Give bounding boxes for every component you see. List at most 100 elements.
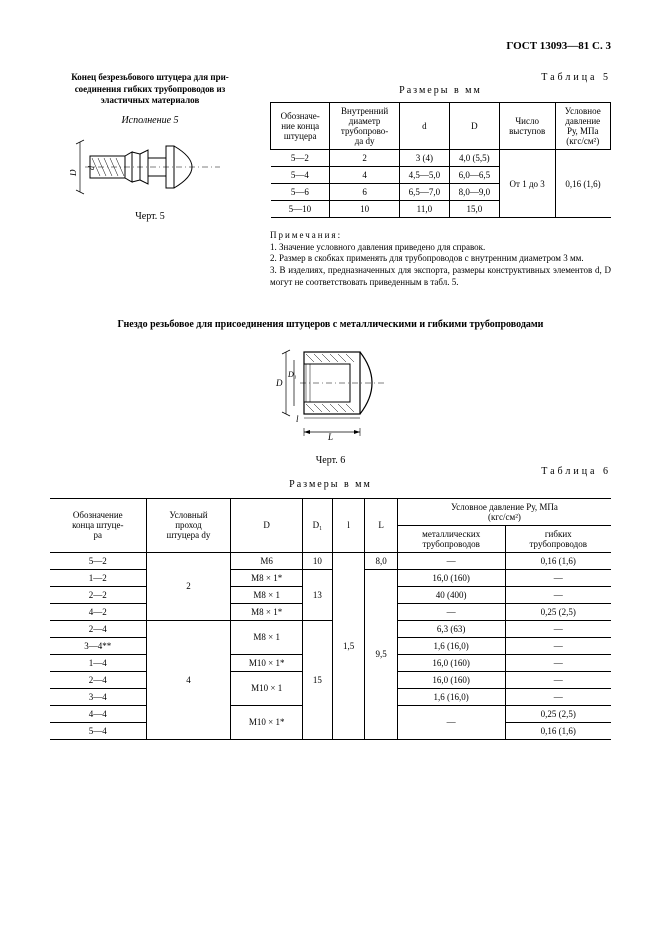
- ispolnenie-label: Исполнение 5: [50, 115, 250, 126]
- cell: 3—4**: [50, 637, 146, 654]
- cell: 1—4: [50, 654, 146, 671]
- section-1-left: Конец безрезьбового штуцера для при- сое…: [50, 72, 250, 222]
- table-row: 5—2 2 M6 10 1,5 8,0 — 0,16 (1,6): [50, 552, 611, 569]
- table-row: Обозначение конца штуце- ра Условный про…: [50, 498, 611, 525]
- cell: M10 × 1*: [231, 705, 303, 739]
- cell: 10: [330, 201, 400, 218]
- cell: 5—2: [50, 552, 146, 569]
- col-header: металлических трубопроводов: [397, 525, 505, 552]
- cell: 9,5: [365, 569, 398, 739]
- page: ГОСТ 13093—81 С. 3 Конец безрезьбового ш…: [0, 0, 661, 780]
- cell: 1,6 (16,0): [397, 637, 505, 654]
- cell: 5—6: [271, 184, 330, 201]
- page-header: ГОСТ 13093—81 С. 3: [50, 40, 611, 52]
- cell: 13: [302, 569, 332, 620]
- drawing-5: D: [50, 132, 250, 205]
- note-3: 3. В изделиях, предназначенных для экспо…: [270, 265, 611, 287]
- note-2: 2. Размер в скобках применять для трубоп…: [270, 253, 584, 263]
- col-header: Число выступов: [499, 103, 555, 150]
- cell: 40 (400): [397, 586, 505, 603]
- table-row: 1—2 M8 × 1* 13 9,5 16,0 (160) —: [50, 569, 611, 586]
- cell: 15,0: [449, 201, 499, 218]
- table-5-label: Таблица 5: [270, 72, 611, 83]
- cell: —: [397, 603, 505, 620]
- cell: M8 × 1*: [231, 569, 303, 586]
- cell: 2—2: [50, 586, 146, 603]
- cell: 2—4: [50, 671, 146, 688]
- cell: M10 × 1*: [231, 654, 303, 671]
- svg-text:L: L: [327, 432, 333, 442]
- section-1-title: Конец безрезьбового штуцера для при- сое…: [50, 72, 250, 107]
- col-header: d: [399, 103, 449, 150]
- col-header: гибких трубопроводов: [505, 525, 611, 552]
- cell: 0,16 (1,6): [505, 552, 611, 569]
- cell: 1,5: [332, 552, 365, 739]
- cell: 3—4: [50, 688, 146, 705]
- cell: M10 × 1: [231, 671, 303, 705]
- cell: 2: [330, 150, 400, 167]
- cell: 3 (4): [399, 150, 449, 167]
- cell: 5—4: [271, 167, 330, 184]
- cell: M8 × 1*: [231, 603, 303, 620]
- table-5: Обозначе- ние конца штуцера Внутренний д…: [270, 102, 611, 218]
- cell: 5—4: [50, 722, 146, 739]
- section-1: Конец безрезьбового штуцера для при- сое…: [50, 72, 611, 222]
- cell: От 1 до 3: [499, 150, 555, 218]
- cell: 10: [302, 552, 332, 569]
- svg-text:d: d: [87, 165, 96, 170]
- cell: 2—4: [50, 620, 146, 637]
- cell: 1—2: [50, 569, 146, 586]
- cell: 6,0—6,5: [449, 167, 499, 184]
- cell: 0,16 (1,6): [555, 150, 610, 218]
- cell: M6: [231, 552, 303, 569]
- cell: —: [505, 688, 611, 705]
- cell: 4: [146, 620, 231, 739]
- col-header: D: [231, 498, 303, 552]
- col-header: l: [332, 498, 365, 552]
- cell: 5—2: [271, 150, 330, 167]
- table-6: Обозначение конца штуце- ра Условный про…: [50, 498, 611, 740]
- col-header: Обозначе- ние конца штуцера: [271, 103, 330, 150]
- cell: 6,5—7,0: [399, 184, 449, 201]
- table-row: 5—2 2 3 (4) 4,0 (5,5) От 1 до 3 0,16 (1,…: [271, 150, 611, 167]
- col-header: Обозначение конца штуце- ра: [50, 498, 146, 552]
- cell: 4—2: [50, 603, 146, 620]
- cell: 4—4: [50, 705, 146, 722]
- svg-text:D: D: [70, 169, 78, 177]
- cell: M8 × 1: [231, 586, 303, 603]
- note-1: 1. Значение условного давления приведено…: [270, 242, 485, 252]
- cell: —: [505, 586, 611, 603]
- cell: 4,0 (5,5): [449, 150, 499, 167]
- table-row: Обозначе- ние конца штуцера Внутренний д…: [271, 103, 611, 150]
- cell: 11,0: [399, 201, 449, 218]
- notes-title: Примечания:: [270, 230, 342, 240]
- col-header: L: [365, 498, 398, 552]
- drawing-6: D D₁: [50, 342, 611, 445]
- cell: 6,3 (63): [397, 620, 505, 637]
- cell: 0,25 (2,5): [505, 603, 611, 620]
- dim-label-5: Размеры в мм: [270, 85, 611, 96]
- cell: —: [505, 654, 611, 671]
- chert-5-label: Черт. 5: [50, 211, 250, 222]
- col-header: Внутренний диаметр трубопрово- да dу: [330, 103, 400, 150]
- section-1-right: Таблица 5 Размеры в мм Обозначе- ние кон…: [270, 72, 611, 222]
- cell: 16,0 (160): [397, 671, 505, 688]
- chert-6-label: Черт. 6: [50, 455, 611, 466]
- col-header: D₁: [302, 498, 332, 552]
- svg-text:D₁: D₁: [287, 370, 297, 379]
- col-header: Условное давление Pу, МПа (кгс/см²): [555, 103, 610, 150]
- cell: —: [505, 569, 611, 586]
- cell: 4,5—5,0: [399, 167, 449, 184]
- cell: 16,0 (160): [397, 569, 505, 586]
- cell: M8 × 1: [231, 620, 303, 654]
- cell: —: [397, 552, 505, 569]
- cell: 0,25 (2,5): [505, 705, 611, 722]
- dim-label-6: Размеры в мм: [50, 479, 611, 490]
- section-2-title: Гнездо резьбовое для присоединения штуце…: [50, 319, 611, 330]
- cell: 1,6 (16,0): [397, 688, 505, 705]
- cell: 16,0 (160): [397, 654, 505, 671]
- col-header: Условный проход штуцера dу: [146, 498, 231, 552]
- cell: —: [505, 620, 611, 637]
- cell: 5—10: [271, 201, 330, 218]
- cell: —: [397, 705, 505, 739]
